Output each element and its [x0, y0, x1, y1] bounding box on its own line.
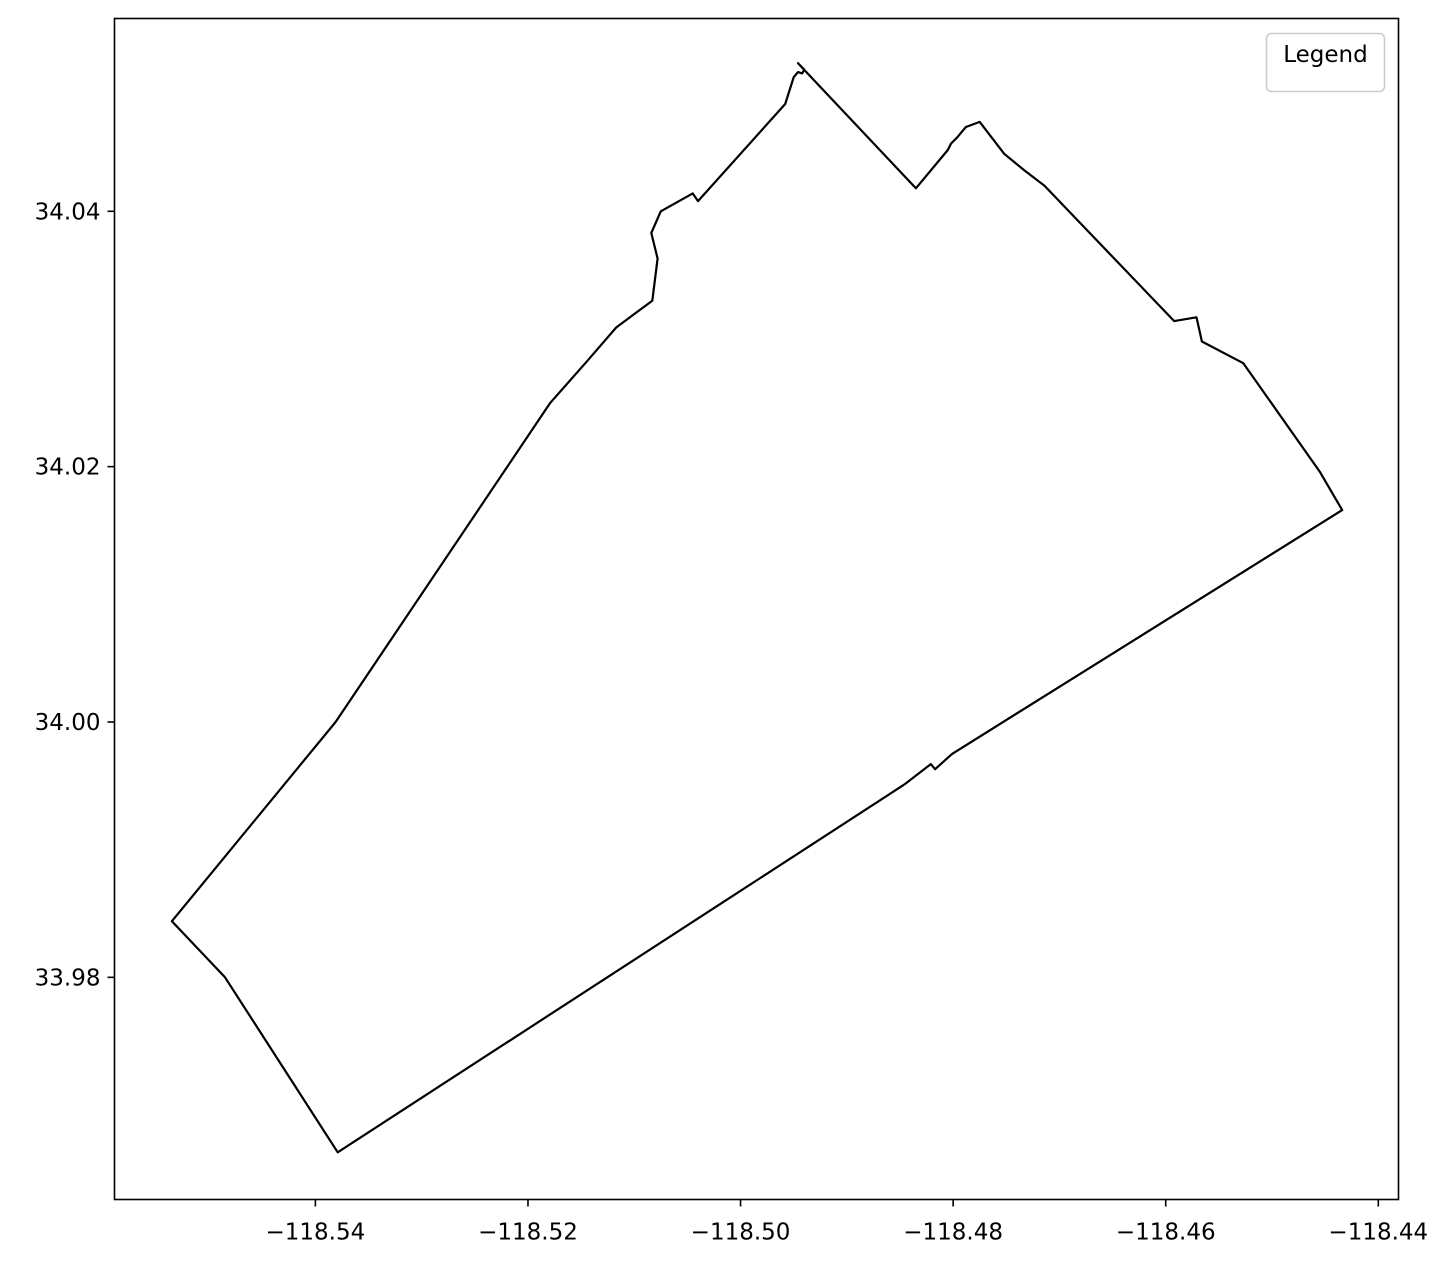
boundary-polygon: [170, 62, 1344, 1154]
plot-area-frame: [113, 17, 1400, 1201]
legend: Legend: [1265, 32, 1386, 93]
y-tick-label: 34.00: [35, 710, 101, 736]
x-tick-label: −118.46: [1116, 1220, 1216, 1246]
x-axis-ticks: −118.54 −118.52 −118.50 −118.48 −118.46 −118.…: [266, 1199, 1428, 1246]
y-tick-label: 33.98: [35, 965, 101, 991]
y-tick-label: 34.04: [35, 199, 101, 225]
y-tick-label: 34.02: [35, 455, 101, 481]
x-tick-label: −118.44: [1328, 1220, 1428, 1246]
x-tick-label: −118.52: [478, 1220, 578, 1246]
legend-box: [1265, 32, 1386, 93]
boundary-layer: [170, 62, 1344, 1154]
x-tick-label: −118.48: [903, 1220, 1003, 1246]
x-tick-label: −118.54: [266, 1220, 366, 1246]
legend-title: Legend: [1283, 42, 1368, 68]
x-tick-label: −118.50: [691, 1220, 791, 1246]
y-axis-ticks: 34.04 34.02 34.00 33.98: [35, 199, 115, 991]
